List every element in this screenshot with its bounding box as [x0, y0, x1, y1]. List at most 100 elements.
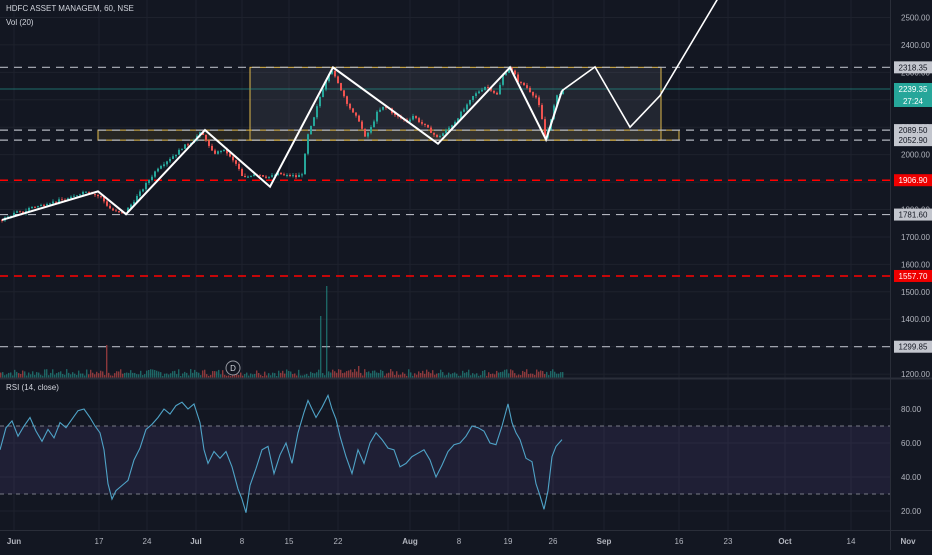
- volume-bar: [526, 369, 528, 378]
- volume-bar: [300, 375, 302, 378]
- candle-body: [280, 172, 282, 175]
- volume-bar: [480, 375, 482, 378]
- volume-bar: [114, 373, 116, 378]
- volume-bar: [498, 372, 500, 378]
- volume-bar: [180, 375, 182, 378]
- volume-bar: [150, 369, 152, 378]
- candle-body: [46, 204, 48, 206]
- candle-body: [562, 89, 564, 94]
- volume-bar: [166, 373, 168, 378]
- volume-bar: [98, 373, 100, 378]
- volume-bar: [342, 373, 344, 378]
- candle-body: [304, 153, 306, 175]
- volume-bar: [278, 370, 280, 378]
- volume-bar: [62, 374, 64, 378]
- candle-body: [247, 176, 249, 178]
- candle-body: [271, 175, 273, 177]
- volume-bar: [540, 370, 542, 378]
- candle-body: [448, 127, 450, 130]
- volume-bar: [374, 370, 376, 378]
- volume-bar: [208, 375, 210, 378]
- volume-bar: [556, 373, 558, 378]
- candle-body: [424, 123, 426, 125]
- candle-body: [475, 93, 477, 97]
- volume-bar: [460, 375, 462, 378]
- candle-body: [43, 204, 45, 206]
- volume-bar: [188, 375, 190, 378]
- candle-body: [442, 133, 444, 137]
- level-label: 2318.35: [899, 63, 928, 72]
- candle-body: [184, 144, 186, 149]
- candle-body: [7, 216, 9, 218]
- volume-bar: [334, 371, 336, 378]
- volume-bar: [528, 374, 530, 378]
- candle-body: [31, 206, 33, 208]
- volume-bar: [430, 373, 432, 378]
- volume-bar: [260, 374, 262, 378]
- candle-body: [298, 175, 300, 178]
- volume-bar: [370, 373, 372, 378]
- candle-body: [166, 161, 168, 165]
- volume-bar: [96, 371, 98, 378]
- candle-body: [205, 135, 207, 141]
- volume-bar: [94, 374, 96, 378]
- volume-bar: [76, 374, 78, 378]
- volume-bar: [10, 372, 12, 378]
- volume-bar: [322, 373, 324, 378]
- volume-bar: [46, 369, 48, 378]
- volume-bar: [226, 375, 228, 378]
- volume-bar: [88, 374, 90, 378]
- volume-bar: [288, 370, 290, 378]
- volume-bar: [398, 374, 400, 378]
- candle-body: [496, 92, 498, 95]
- volume-bar: [122, 373, 124, 378]
- volume-bar: [312, 372, 314, 378]
- level-label-bg: [894, 174, 932, 187]
- volume-bar: [490, 374, 492, 378]
- candle-body: [139, 191, 141, 196]
- volume-bar: [394, 374, 396, 378]
- volume-bar: [20, 374, 22, 378]
- volume-bar: [420, 373, 422, 378]
- candle-body: [49, 203, 51, 205]
- volume-bar: [352, 372, 354, 378]
- level-label: 1781.60: [899, 211, 928, 220]
- volume-bar: [68, 372, 70, 378]
- rsi-tick-label: 40.00: [901, 473, 922, 482]
- volume-bar: [262, 375, 264, 378]
- volume-bar: [536, 369, 538, 378]
- candle-body: [55, 201, 57, 203]
- volume-bar: [482, 370, 484, 378]
- volume-bar: [454, 372, 456, 378]
- rsi-tick-label: 20.00: [901, 507, 922, 516]
- time-tick-label: 24: [143, 537, 152, 546]
- volume-bar: [436, 373, 438, 378]
- candle-body: [334, 70, 336, 77]
- price-tick-label: 1400.00: [901, 315, 930, 324]
- candle-body: [499, 84, 501, 95]
- volume-bar: [402, 372, 404, 378]
- volume-bar: [154, 369, 156, 378]
- candle-body: [514, 70, 516, 75]
- candle-body: [307, 134, 309, 154]
- volume-bar: [320, 316, 322, 378]
- countdown-bg: [894, 95, 932, 108]
- candle-body: [490, 87, 492, 91]
- price-tick-label: 1600.00: [901, 260, 930, 269]
- candle-body: [343, 90, 345, 97]
- candle-body: [364, 128, 366, 137]
- candle-body: [58, 199, 60, 203]
- volume-bar: [140, 370, 142, 378]
- candle-body: [121, 212, 123, 214]
- volume-bar: [474, 374, 476, 378]
- volume-bar: [500, 372, 502, 378]
- volume-bar: [246, 372, 248, 378]
- candle-body: [223, 149, 225, 151]
- volume-bar: [544, 374, 546, 378]
- candle-body: [220, 150, 222, 152]
- volume-bar: [146, 370, 148, 378]
- volume-bar: [244, 374, 246, 378]
- volume-bar: [40, 374, 42, 378]
